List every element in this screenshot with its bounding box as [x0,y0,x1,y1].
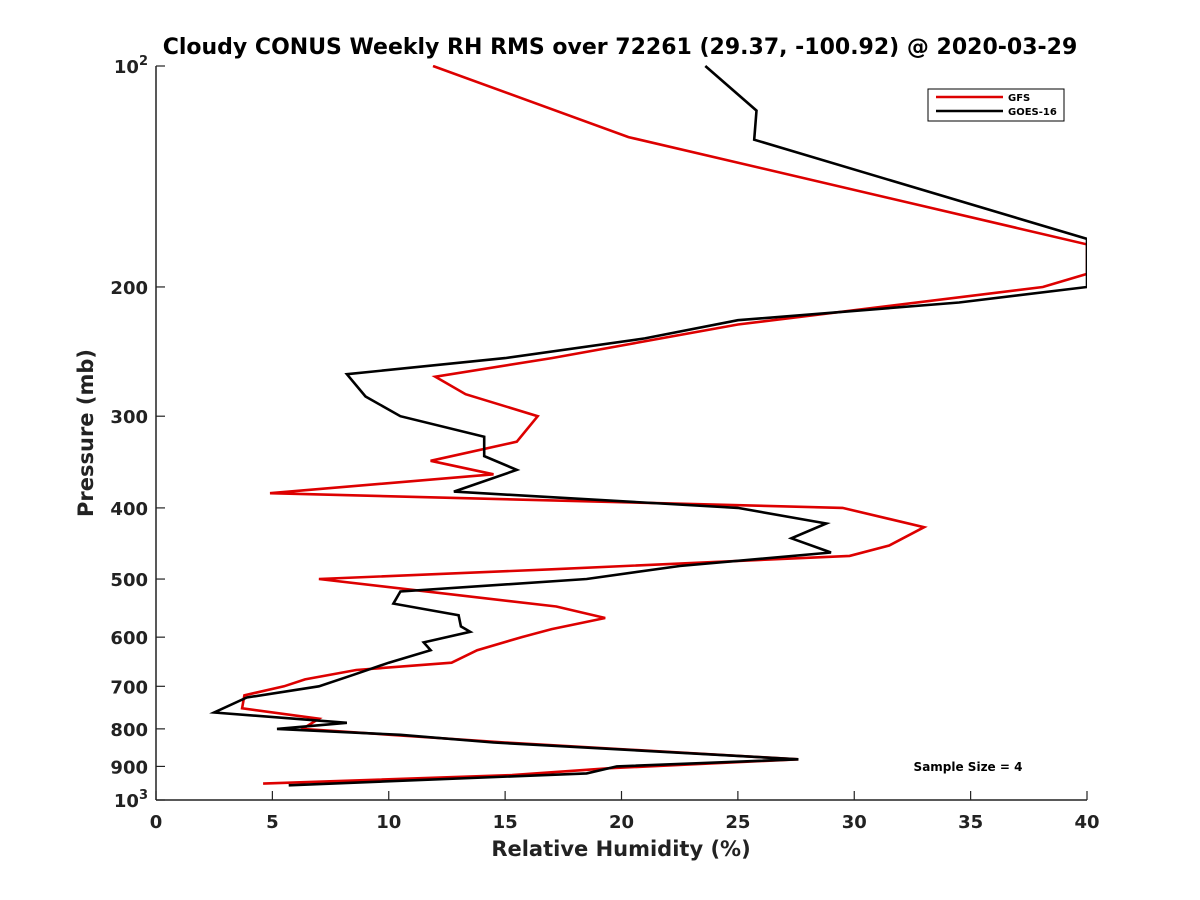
x-tick-label: 20 [609,812,634,833]
legend-label-goes16: GOES-16 [1008,107,1057,118]
x-tick-label: 40 [1074,812,1099,833]
x-axis-label: Relative Humidity (%) [491,837,750,861]
x-tick-label: 25 [725,812,750,833]
y-axis-label: Pressure (mb) [74,349,98,517]
y-tick-label: 400 [110,499,148,520]
series-line-gfs [240,65,1087,785]
legend-box [927,88,1065,122]
y-tick-label: 200 [110,278,148,299]
plot-lines [209,65,1087,787]
y-tick-label: 500 [110,570,148,591]
y-tick-label: 900 [110,757,148,778]
legend-label-gfs: GFS [1008,93,1030,104]
sample-size-annotation: Sample Size = 4 [914,760,1023,774]
x-ticks: 0 5 10 15 20 25 30 35 40 [150,791,1100,833]
chart-title: Cloudy CONUS Weekly RH RMS over 72261 (2… [163,35,1078,60]
x-tick-label: 15 [493,812,518,833]
x-tick-label: 35 [958,812,983,833]
y-tick-label: 700 [110,677,148,698]
y-tick-label: 800 [110,720,148,741]
y-tick-label: 300 [110,407,148,428]
y-tick-label: 600 [110,628,148,649]
legend: GFS GOES-16 [927,88,1065,122]
x-tick-label: 30 [842,812,867,833]
x-tick-label: 5 [266,812,279,833]
x-tick-label: 0 [150,812,163,833]
x-tick-label: 10 [376,812,401,833]
series-line-goes-16 [209,65,1087,787]
